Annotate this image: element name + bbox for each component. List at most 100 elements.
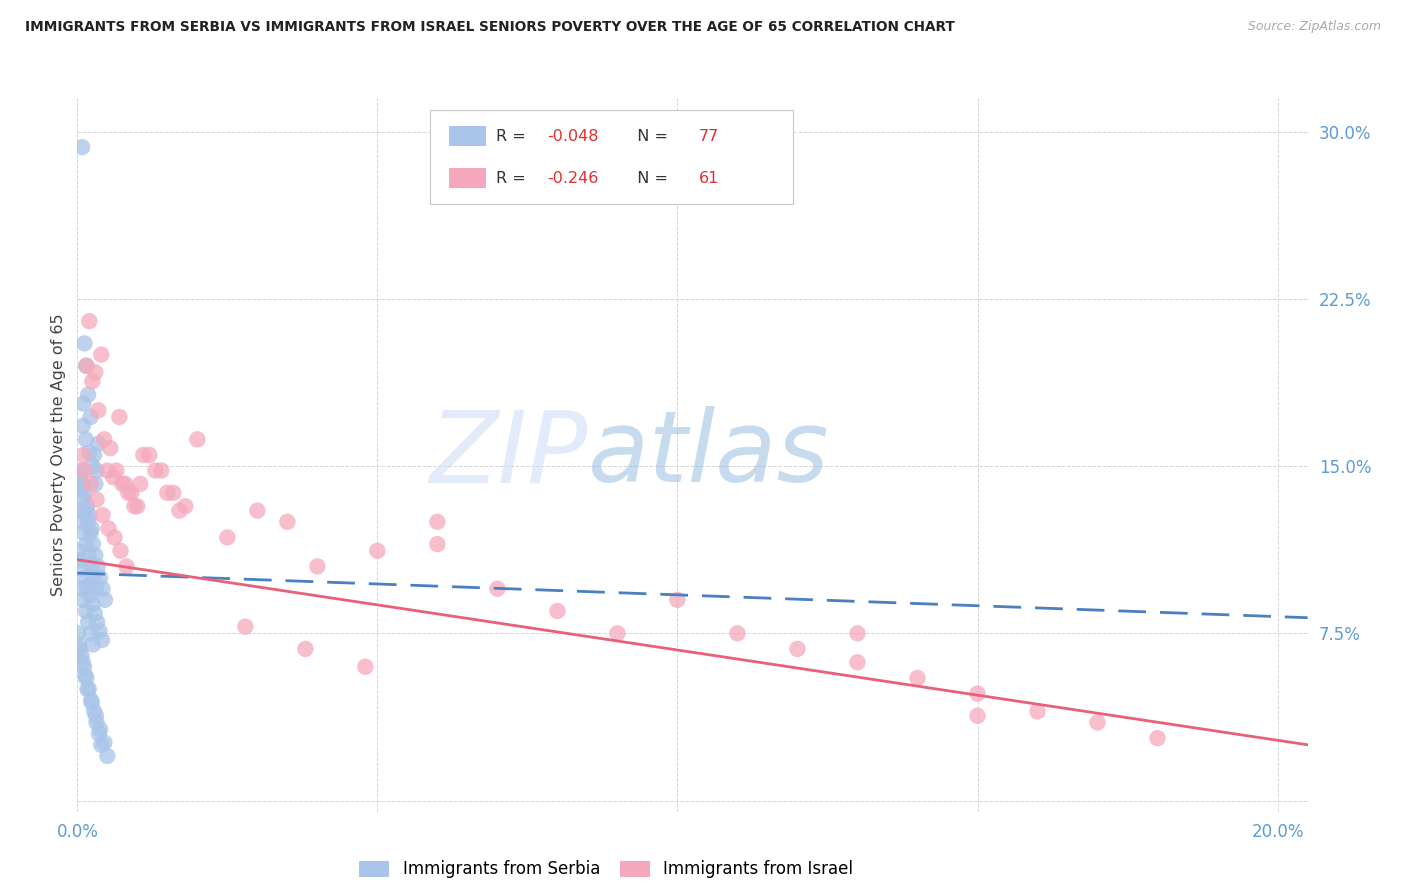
Point (93, 735, 115, 749)
Point (79, 626, 101, 640)
Point (108, 410, 131, 425)
Point (87, 436, 110, 450)
Text: -0.246: -0.246 (547, 170, 599, 186)
Point (87, 726, 110, 740)
Point (79, 476, 101, 491)
Point (486, 582, 509, 596)
Point (966, 708, 988, 723)
Point (90, 633, 114, 648)
Point (97, 521, 120, 535)
Point (966, 687, 988, 701)
Point (235, 619, 257, 633)
Text: N =: N = (627, 129, 673, 144)
Point (77, 515, 100, 529)
Point (72, 448, 94, 462)
Point (75, 503, 97, 517)
Point (70, 648, 93, 663)
Point (75, 669, 97, 683)
Point (98, 441, 121, 455)
Point (124, 500, 146, 514)
Point (186, 433, 208, 447)
Point (90, 738, 112, 752)
Point (84, 366, 107, 380)
Point (105, 464, 128, 478)
Point (94, 592, 117, 607)
Point (87, 403, 110, 417)
Point (70, 481, 93, 495)
Point (84, 582, 107, 596)
Point (73, 660, 96, 674)
Point (83, 448, 105, 462)
Point (80, 521, 103, 535)
Point (69, 464, 91, 478)
Point (110, 543, 132, 558)
Point (354, 660, 377, 674)
Point (103, 470, 125, 484)
Point (66, 626, 89, 640)
Point (73, 526, 96, 541)
Point (69, 642, 91, 657)
Point (96, 464, 118, 478)
Point (103, 530, 125, 544)
Point (72, 396, 94, 410)
Point (138, 448, 160, 462)
Point (91, 582, 114, 596)
Y-axis label: Seniors Poverty Over the Age of 65: Seniors Poverty Over the Age of 65 (51, 314, 66, 596)
Point (72, 418, 94, 433)
Point (114, 476, 136, 491)
Point (67, 503, 90, 517)
Point (907, 671, 929, 685)
Point (426, 537, 449, 551)
Point (79, 314, 101, 328)
Point (69, 470, 91, 484)
Point (72, 655, 94, 669)
Point (1146, 731, 1168, 746)
Point (72, 592, 94, 607)
Text: R =: R = (496, 129, 530, 144)
Point (1087, 715, 1109, 730)
Point (83, 607, 105, 621)
Text: 61: 61 (699, 170, 718, 186)
Point (90, 347, 112, 362)
Point (246, 503, 269, 517)
Point (79, 410, 101, 425)
Point (89, 624, 111, 639)
Text: Source: ZipAtlas.com: Source: ZipAtlas.com (1247, 20, 1381, 33)
Point (84, 548, 107, 563)
Point (366, 543, 388, 558)
Point (76, 681, 98, 696)
Point (79, 526, 101, 541)
Point (86, 715, 108, 730)
Point (846, 626, 869, 640)
Point (83, 705, 105, 719)
Point (72, 492, 94, 507)
Point (91, 508, 114, 523)
Point (846, 655, 869, 669)
Point (70, 140, 93, 154)
Point (75, 359, 97, 373)
Point (129, 476, 152, 491)
Point (82, 598, 104, 612)
Point (77, 548, 100, 563)
Point (75, 604, 97, 618)
Point (82, 537, 104, 551)
Point (82, 637, 104, 651)
Text: R =: R = (496, 170, 530, 186)
Point (75, 671, 97, 685)
Point (77, 681, 100, 696)
Point (80, 696, 103, 710)
Point (217, 530, 239, 544)
Point (73, 571, 96, 585)
Point (127, 500, 149, 514)
Text: IMMIGRANTS FROM SERBIA VS IMMIGRANTS FROM ISRAEL SENIORS POVERTY OVER THE AGE OF: IMMIGRANTS FROM SERBIA VS IMMIGRANTS FRO… (25, 20, 955, 34)
Point (73, 485, 96, 500)
Point (75, 433, 97, 447)
Point (169, 503, 191, 517)
Point (86, 492, 108, 507)
Point (86, 464, 108, 478)
Point (89, 571, 111, 585)
Point (120, 485, 142, 500)
Point (75, 537, 97, 551)
Point (162, 485, 184, 500)
Point (786, 642, 808, 657)
